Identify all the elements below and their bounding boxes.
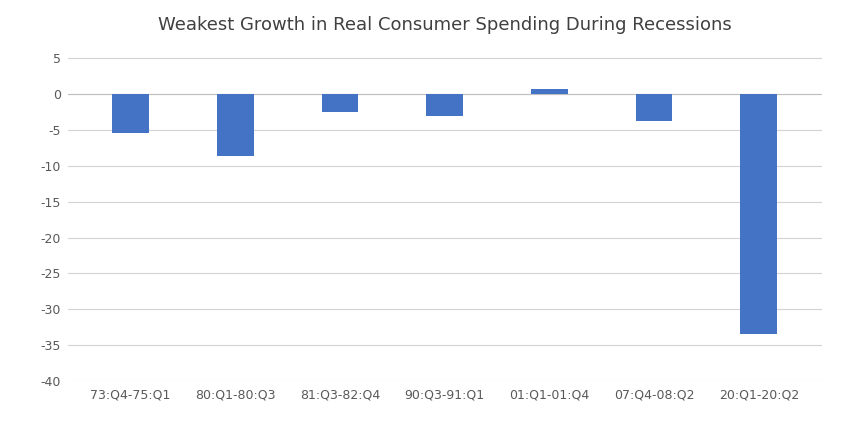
Bar (636, 94, 673, 120)
Title: Weakest Growth in Real Consumer Spending During Recessions: Weakest Growth in Real Consumer Spending… (158, 16, 732, 34)
Bar (426, 94, 463, 116)
Bar (217, 94, 253, 156)
Bar (740, 94, 777, 335)
Bar (322, 94, 358, 112)
Bar (113, 94, 149, 134)
Bar (531, 89, 567, 94)
